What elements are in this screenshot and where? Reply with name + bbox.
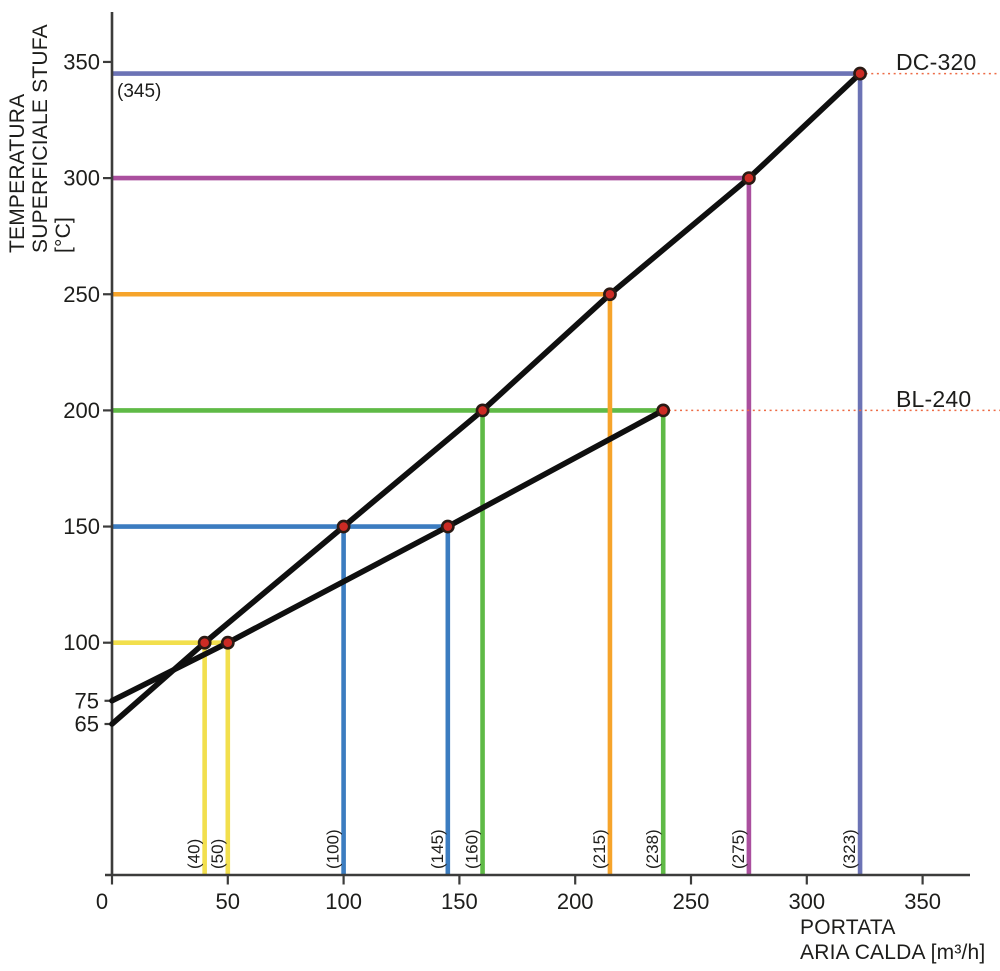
y-tick-label-150: 150 <box>63 514 100 539</box>
drop-label-275: (275) <box>729 829 748 869</box>
x-tick-label-250: 250 <box>673 889 710 914</box>
series-label-dc-320: DC-320 <box>896 49 977 75</box>
y-tick-label-300: 300 <box>63 166 100 191</box>
y-intercept-label-75: 75 <box>75 688 99 713</box>
drop-label-50: (50) <box>208 839 227 869</box>
series-label-bl-240: BL-240 <box>896 386 972 412</box>
drop-label-238: (238) <box>643 829 662 869</box>
drop-label-323: (323) <box>840 829 859 869</box>
y-tick-label-200: 200 <box>63 398 100 423</box>
drop-label-145: (145) <box>428 829 447 869</box>
data-point-BL-240-145-150 <box>440 519 455 534</box>
x-tick-label-350: 350 <box>904 889 941 914</box>
y-intercept-label-65: 65 <box>75 712 99 737</box>
data-point-DC-320-275-300 <box>742 171 756 185</box>
data-point-BL-240-238-200 <box>656 403 671 418</box>
drop-label-215: (215) <box>590 829 609 869</box>
y-tick-label-350: 350 <box>63 49 100 74</box>
annotation-345: (345) <box>117 81 161 102</box>
x-tick-label-0: 0 <box>96 889 108 914</box>
x-tick-label-200: 200 <box>557 889 594 914</box>
drop-label-100: (100) <box>324 829 343 869</box>
x-tick-label-150: 150 <box>441 889 478 914</box>
x-tick-label-100: 100 <box>325 889 362 914</box>
data-point-DC-320-323-345 <box>853 66 867 81</box>
data-point-DC-320-215-250 <box>603 287 617 302</box>
series-line-BL-240 <box>109 407 667 704</box>
y-tick-label-100: 100 <box>63 630 100 655</box>
data-point-DC-320-40-100 <box>197 635 212 650</box>
drop-label-40: (40) <box>185 839 204 869</box>
x-axis-title: PORTATA ARIA CALDA [m³/h] <box>800 916 986 964</box>
data-point-DC-320-100-150 <box>336 519 351 534</box>
x-tick-label-300: 300 <box>788 889 825 914</box>
x-tick-label-50: 50 <box>216 889 240 914</box>
y-axis-title: TEMPERATURA SUPERFICIALE STUFA [°C] <box>6 25 75 253</box>
y-tick-label-250: 250 <box>63 282 100 307</box>
data-point-DC-320-160-200 <box>475 403 490 418</box>
drop-label-160: (160) <box>463 829 482 869</box>
data-point-BL-240-50-100 <box>220 635 235 650</box>
